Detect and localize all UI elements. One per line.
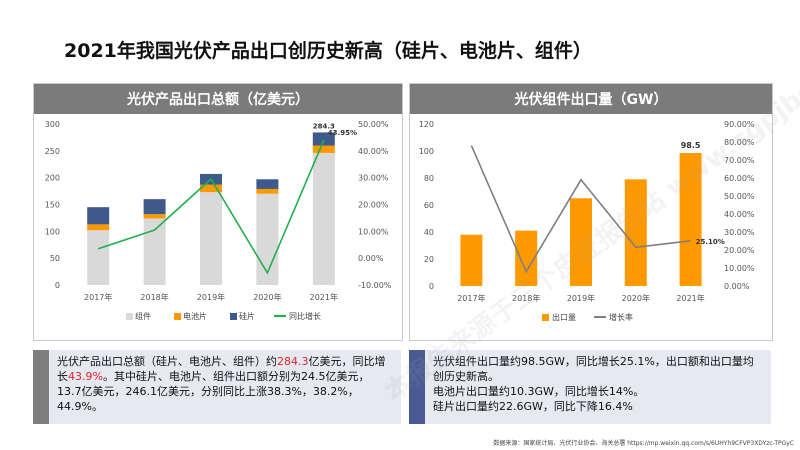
right-axis-tick: 40.00%: [724, 210, 755, 219]
left-axis-tick: 150: [45, 201, 60, 210]
wafer-bar: [312, 132, 335, 146]
left-axis-tick: 300: [45, 120, 60, 129]
wafer-bar: [87, 207, 110, 225]
export-value-chart: 0 50 100 150 200 250 300 -10.00% 0.00% 10.00% 20.0…: [45, 120, 392, 321]
module-bar: [200, 192, 222, 285]
legend-swatch: [230, 313, 237, 320]
left-axis-tick: 100: [45, 227, 60, 236]
cell-bar: [200, 184, 222, 193]
left-axis-tick: 0: [55, 281, 60, 290]
legend-label: 硅片: [239, 311, 255, 321]
left-note: 光伏产品出口总额（硅片、电池片、组件）约284.3亿美元，同比增长43.9%。其…: [33, 350, 401, 424]
right-axis-tick: 80.00%: [724, 138, 755, 147]
right-axis-tick: 40.00%: [358, 147, 389, 156]
category-label: 2017年: [457, 293, 485, 303]
right-axis-tick: 90.00%: [724, 120, 755, 129]
category-label: 2021年: [310, 292, 338, 302]
left-axis-tick: 0: [429, 282, 434, 291]
right-axis-tick: -10.00%: [358, 281, 392, 290]
total-value-label: 284.3: [313, 122, 335, 130]
right-axis-tick: 0.00%: [358, 254, 384, 263]
page-title: 2021年我国光伏产品出口创历史新高（硅片、电池片、组件）: [64, 40, 592, 62]
volume-value-label: 98.5: [681, 141, 701, 150]
right-note-line1: 光伏组件出口量约98.5GW，同比增长25.1%，出口额和出口量均创历史新高。: [433, 355, 754, 383]
legend-swatch: [126, 313, 133, 320]
volume-bar: [679, 153, 702, 286]
right-axis-tick: 50.00%: [358, 120, 389, 129]
legend-label: 组件: [135, 311, 151, 321]
growth-line: [97, 139, 325, 275]
category-label: 2018年: [140, 292, 168, 302]
right-note-line3: 硅片出口量约22.6GW，同比下降16.4%: [433, 400, 633, 413]
left-note-accent: [33, 350, 49, 424]
left-axis-tick: 200: [45, 174, 60, 183]
module-bar: [143, 218, 166, 285]
left-axis-tick: 80: [424, 174, 434, 183]
category-label: 2021年: [676, 293, 704, 303]
right-axis-tick: 10.00%: [724, 264, 755, 273]
right-axis-tick: 70.00%: [724, 156, 755, 165]
right-axis-tick: 60.00%: [724, 174, 755, 183]
module-bar: [256, 193, 279, 285]
right-axis-tick: 30.00%: [724, 228, 755, 237]
left-axis-tick: 120: [419, 120, 434, 129]
export-growth-rate: 43.9%: [68, 370, 103, 383]
left-axis-tick: 60: [424, 201, 434, 210]
legend-swatch: [174, 313, 181, 320]
category-label: 2019年: [567, 293, 595, 303]
wafer-bar: [256, 179, 279, 189]
volume-bar: [460, 234, 483, 286]
legend-label: 电池片: [183, 311, 207, 321]
legend-label: 出口量: [552, 312, 576, 322]
legend-label: 增长率: [609, 312, 633, 322]
export-value-chart-title: 光伏产品出口总额（亿美元）: [34, 84, 402, 114]
category-label: 2018年: [512, 293, 540, 303]
cell-bar: [312, 145, 335, 153]
left-axis-tick: 40: [424, 228, 434, 237]
right-note-line2: 电池片出口量约10.3GW，同比增长14%。: [433, 385, 645, 398]
right-axis-tick: 50.00%: [724, 192, 755, 201]
left-axis-tick: 50: [50, 254, 60, 263]
export-value-panel: 光伏产品出口总额（亿美元） 0 50 100 150 200 250 300 -10.00% 0…: [33, 83, 403, 341]
left-axis-tick: 100: [419, 147, 434, 156]
growth-value-label: 43.95%: [328, 129, 357, 137]
module-volume-chart-title: 光伏组件出口量（GW）: [410, 84, 772, 114]
volume-bar: [515, 230, 538, 286]
right-note-accent: [409, 350, 425, 424]
cell-bar: [143, 214, 166, 219]
left-note-text: 光伏产品出口总额（硅片、电池片、组件）约284.3亿美元，同比增长43.9%。其…: [57, 355, 386, 413]
volume-bar: [570, 198, 592, 286]
cell-bar: [256, 188, 279, 194]
module-volume-panel: 光伏组件出口量（GW） 0 20 40 60 80 100 120 0.00% 10.00% 20…: [409, 83, 773, 341]
category-label: 2020年: [622, 293, 650, 303]
legend-swatch: [542, 314, 549, 321]
volume-bar: [624, 179, 647, 286]
category-label: 2019年: [197, 292, 225, 302]
cell-bar: [87, 224, 110, 231]
legend-label: 同比增长: [289, 311, 321, 321]
growth-rate-value-label: 25.10%: [696, 238, 725, 246]
total-export-value: 284.3: [277, 355, 309, 368]
left-axis-tick: 250: [45, 147, 60, 156]
right-axis-tick: 0.00%: [724, 282, 750, 291]
category-label: 2020年: [253, 292, 281, 302]
module-bar: [312, 152, 335, 285]
wafer-bar: [143, 199, 166, 215]
left-axis-tick: 20: [424, 255, 434, 264]
right-axis-tick: 20.00%: [358, 201, 389, 210]
category-label: 2017年: [84, 292, 112, 302]
right-axis-tick: 30.00%: [358, 174, 389, 183]
module-volume-chart: 0 20 40 60 80 100 120 0.00% 10.00% 20.00% 30.00% 40…: [419, 120, 755, 322]
module-bar: [87, 230, 110, 285]
right-axis-tick: 20.00%: [724, 246, 755, 255]
source-note: 数据来源：国家统计局、光伏行业协会、海关总署 https://mp.weixin…: [493, 440, 794, 447]
growth-rate-line: [470, 145, 691, 274]
right-axis-tick: 10.00%: [358, 227, 389, 236]
right-note: 光伏组件出口量约98.5GW，同比增长25.1%，出口额和出口量均创历史新高。 …: [409, 350, 771, 424]
